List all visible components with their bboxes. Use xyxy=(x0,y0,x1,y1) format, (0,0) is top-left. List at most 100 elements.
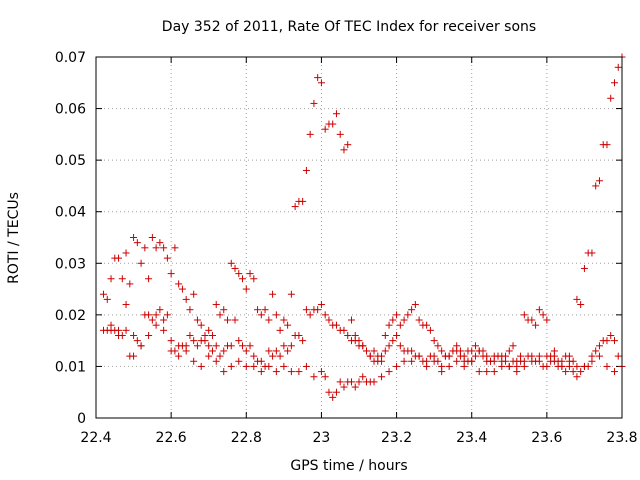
data-point xyxy=(396,321,404,329)
data-point xyxy=(257,368,265,376)
data-point xyxy=(393,362,401,370)
data-point xyxy=(355,378,363,386)
data-point xyxy=(250,275,258,283)
data-point xyxy=(216,311,224,319)
data-point xyxy=(389,337,397,345)
data-point xyxy=(321,311,329,319)
data-point xyxy=(269,352,277,360)
data-point xyxy=(505,347,513,355)
data-point xyxy=(145,311,153,319)
data-point xyxy=(190,290,198,298)
data-point xyxy=(107,326,115,334)
data-point xyxy=(239,342,247,350)
data-point xyxy=(535,352,543,360)
data-point xyxy=(453,347,461,355)
data-point xyxy=(182,295,190,303)
data-point xyxy=(468,347,476,355)
data-point xyxy=(220,347,228,355)
data-point xyxy=(193,316,201,324)
data-point xyxy=(160,316,168,324)
data-point xyxy=(340,146,348,154)
y-tick-label: 0.04 xyxy=(55,205,86,221)
data-point xyxy=(246,270,254,278)
data-point xyxy=(107,275,115,283)
data-point xyxy=(130,234,138,241)
data-point xyxy=(603,141,611,149)
data-point xyxy=(284,321,292,329)
data-point xyxy=(445,352,453,360)
data-point xyxy=(359,373,367,381)
grid xyxy=(96,57,622,418)
data-point xyxy=(310,373,318,381)
data-point xyxy=(325,316,333,324)
data-point xyxy=(385,342,393,350)
data-point xyxy=(532,321,540,329)
y-axis-label: ROTI / TECUs xyxy=(6,192,22,284)
data-point xyxy=(610,337,618,345)
data-point xyxy=(115,254,123,262)
data-point xyxy=(332,321,340,329)
data-point xyxy=(347,378,355,386)
data-point xyxy=(502,357,510,365)
data-point xyxy=(483,368,491,376)
data-point xyxy=(434,342,442,350)
data-point xyxy=(257,357,265,365)
data-point xyxy=(543,352,551,360)
data-point xyxy=(595,177,603,185)
data-point xyxy=(216,352,224,360)
data-point xyxy=(423,321,431,329)
data-point xyxy=(509,357,517,365)
data-point xyxy=(603,362,611,370)
data-point xyxy=(430,357,438,365)
data-point xyxy=(614,63,622,71)
data-point xyxy=(336,378,344,386)
data-point xyxy=(520,362,528,370)
data-point xyxy=(302,362,310,370)
data-point xyxy=(363,347,371,355)
data-point xyxy=(231,316,239,324)
data-point xyxy=(408,357,416,365)
data-point xyxy=(535,306,543,314)
data-point xyxy=(438,347,446,355)
data-point xyxy=(490,368,498,376)
data-point xyxy=(370,378,378,386)
data-point xyxy=(385,321,393,329)
data-point xyxy=(610,368,618,376)
data-point xyxy=(569,368,577,376)
data-point xyxy=(505,362,513,370)
data-point xyxy=(254,306,262,314)
data-point xyxy=(175,352,183,360)
data-point xyxy=(167,347,175,355)
data-point xyxy=(227,362,235,370)
y-tick-label: 0 xyxy=(77,411,86,427)
data-point xyxy=(351,383,359,391)
y-tick-label: 0.02 xyxy=(55,308,86,324)
data-point xyxy=(498,352,506,360)
data-point xyxy=(396,342,404,350)
data-point xyxy=(528,316,536,324)
data-point xyxy=(291,203,299,211)
x-tick-label: 23 xyxy=(313,430,331,446)
x-axis-label: GPS time / hours xyxy=(290,458,407,474)
data-point xyxy=(257,311,265,319)
data-point xyxy=(103,295,111,303)
data-point xyxy=(193,342,201,350)
data-point xyxy=(430,337,438,345)
data-point xyxy=(573,295,581,303)
data-point xyxy=(306,130,314,138)
y-tick-label: 0.03 xyxy=(55,256,86,272)
data-point xyxy=(314,306,322,314)
data-point xyxy=(250,362,258,370)
data-point xyxy=(261,306,269,314)
data-point xyxy=(205,326,213,334)
x-tick-label: 23.6 xyxy=(531,430,562,446)
data-point xyxy=(336,130,344,138)
data-point xyxy=(295,368,303,376)
data-point xyxy=(558,357,566,365)
data-point xyxy=(595,352,603,360)
data-point xyxy=(220,368,228,376)
data-points xyxy=(100,53,626,401)
data-point xyxy=(163,254,171,262)
data-point xyxy=(122,301,130,309)
data-point xyxy=(438,368,446,376)
